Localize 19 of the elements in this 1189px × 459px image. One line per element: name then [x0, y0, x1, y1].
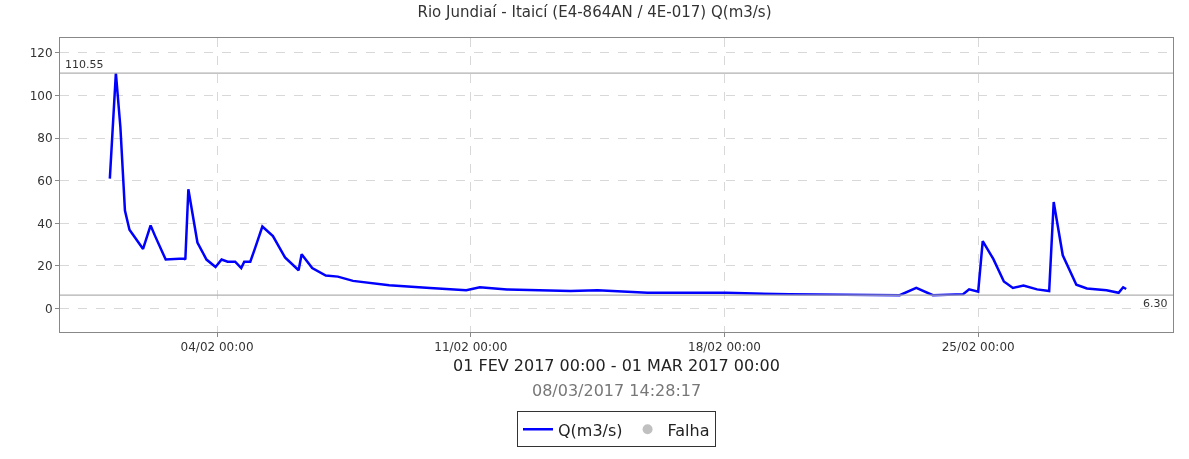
- legend-label: Q(m3/s): [558, 420, 623, 440]
- y-tick-label: 20: [37, 259, 53, 274]
- x-tick-label: 04/02 00:00: [180, 340, 254, 355]
- x-axis-title: 01 FEV 2017 00:00 - 01 MAR 2017 00:00: [453, 356, 780, 376]
- ref-line-label: 6.30: [1143, 297, 1168, 310]
- y-tick-label: 60: [37, 173, 53, 188]
- line-series: [108, 71, 1128, 297]
- x-tick-label: 18/02 00:00: [687, 340, 761, 355]
- y-tick-label: 40: [37, 216, 53, 231]
- chart-title: Rio Jundiaí - Itaicí (E4-864AN / 4E-017) Q(m3/s): [417, 3, 772, 22]
- legend-label: Falha: [667, 420, 710, 440]
- x-tick-label: 11/02 00:00: [434, 340, 508, 355]
- ref-line-label: 110.55: [65, 58, 104, 71]
- y-tick-label: 0: [44, 301, 53, 316]
- text: 08/03/2017 14:28:17: [532, 381, 702, 400]
- x-tick-label: 25/02 00:00: [941, 340, 1015, 355]
- y-tick-label: 120: [29, 46, 53, 61]
- y-tick-label: 80: [37, 131, 53, 146]
- y-tick-label: 100: [29, 88, 53, 103]
